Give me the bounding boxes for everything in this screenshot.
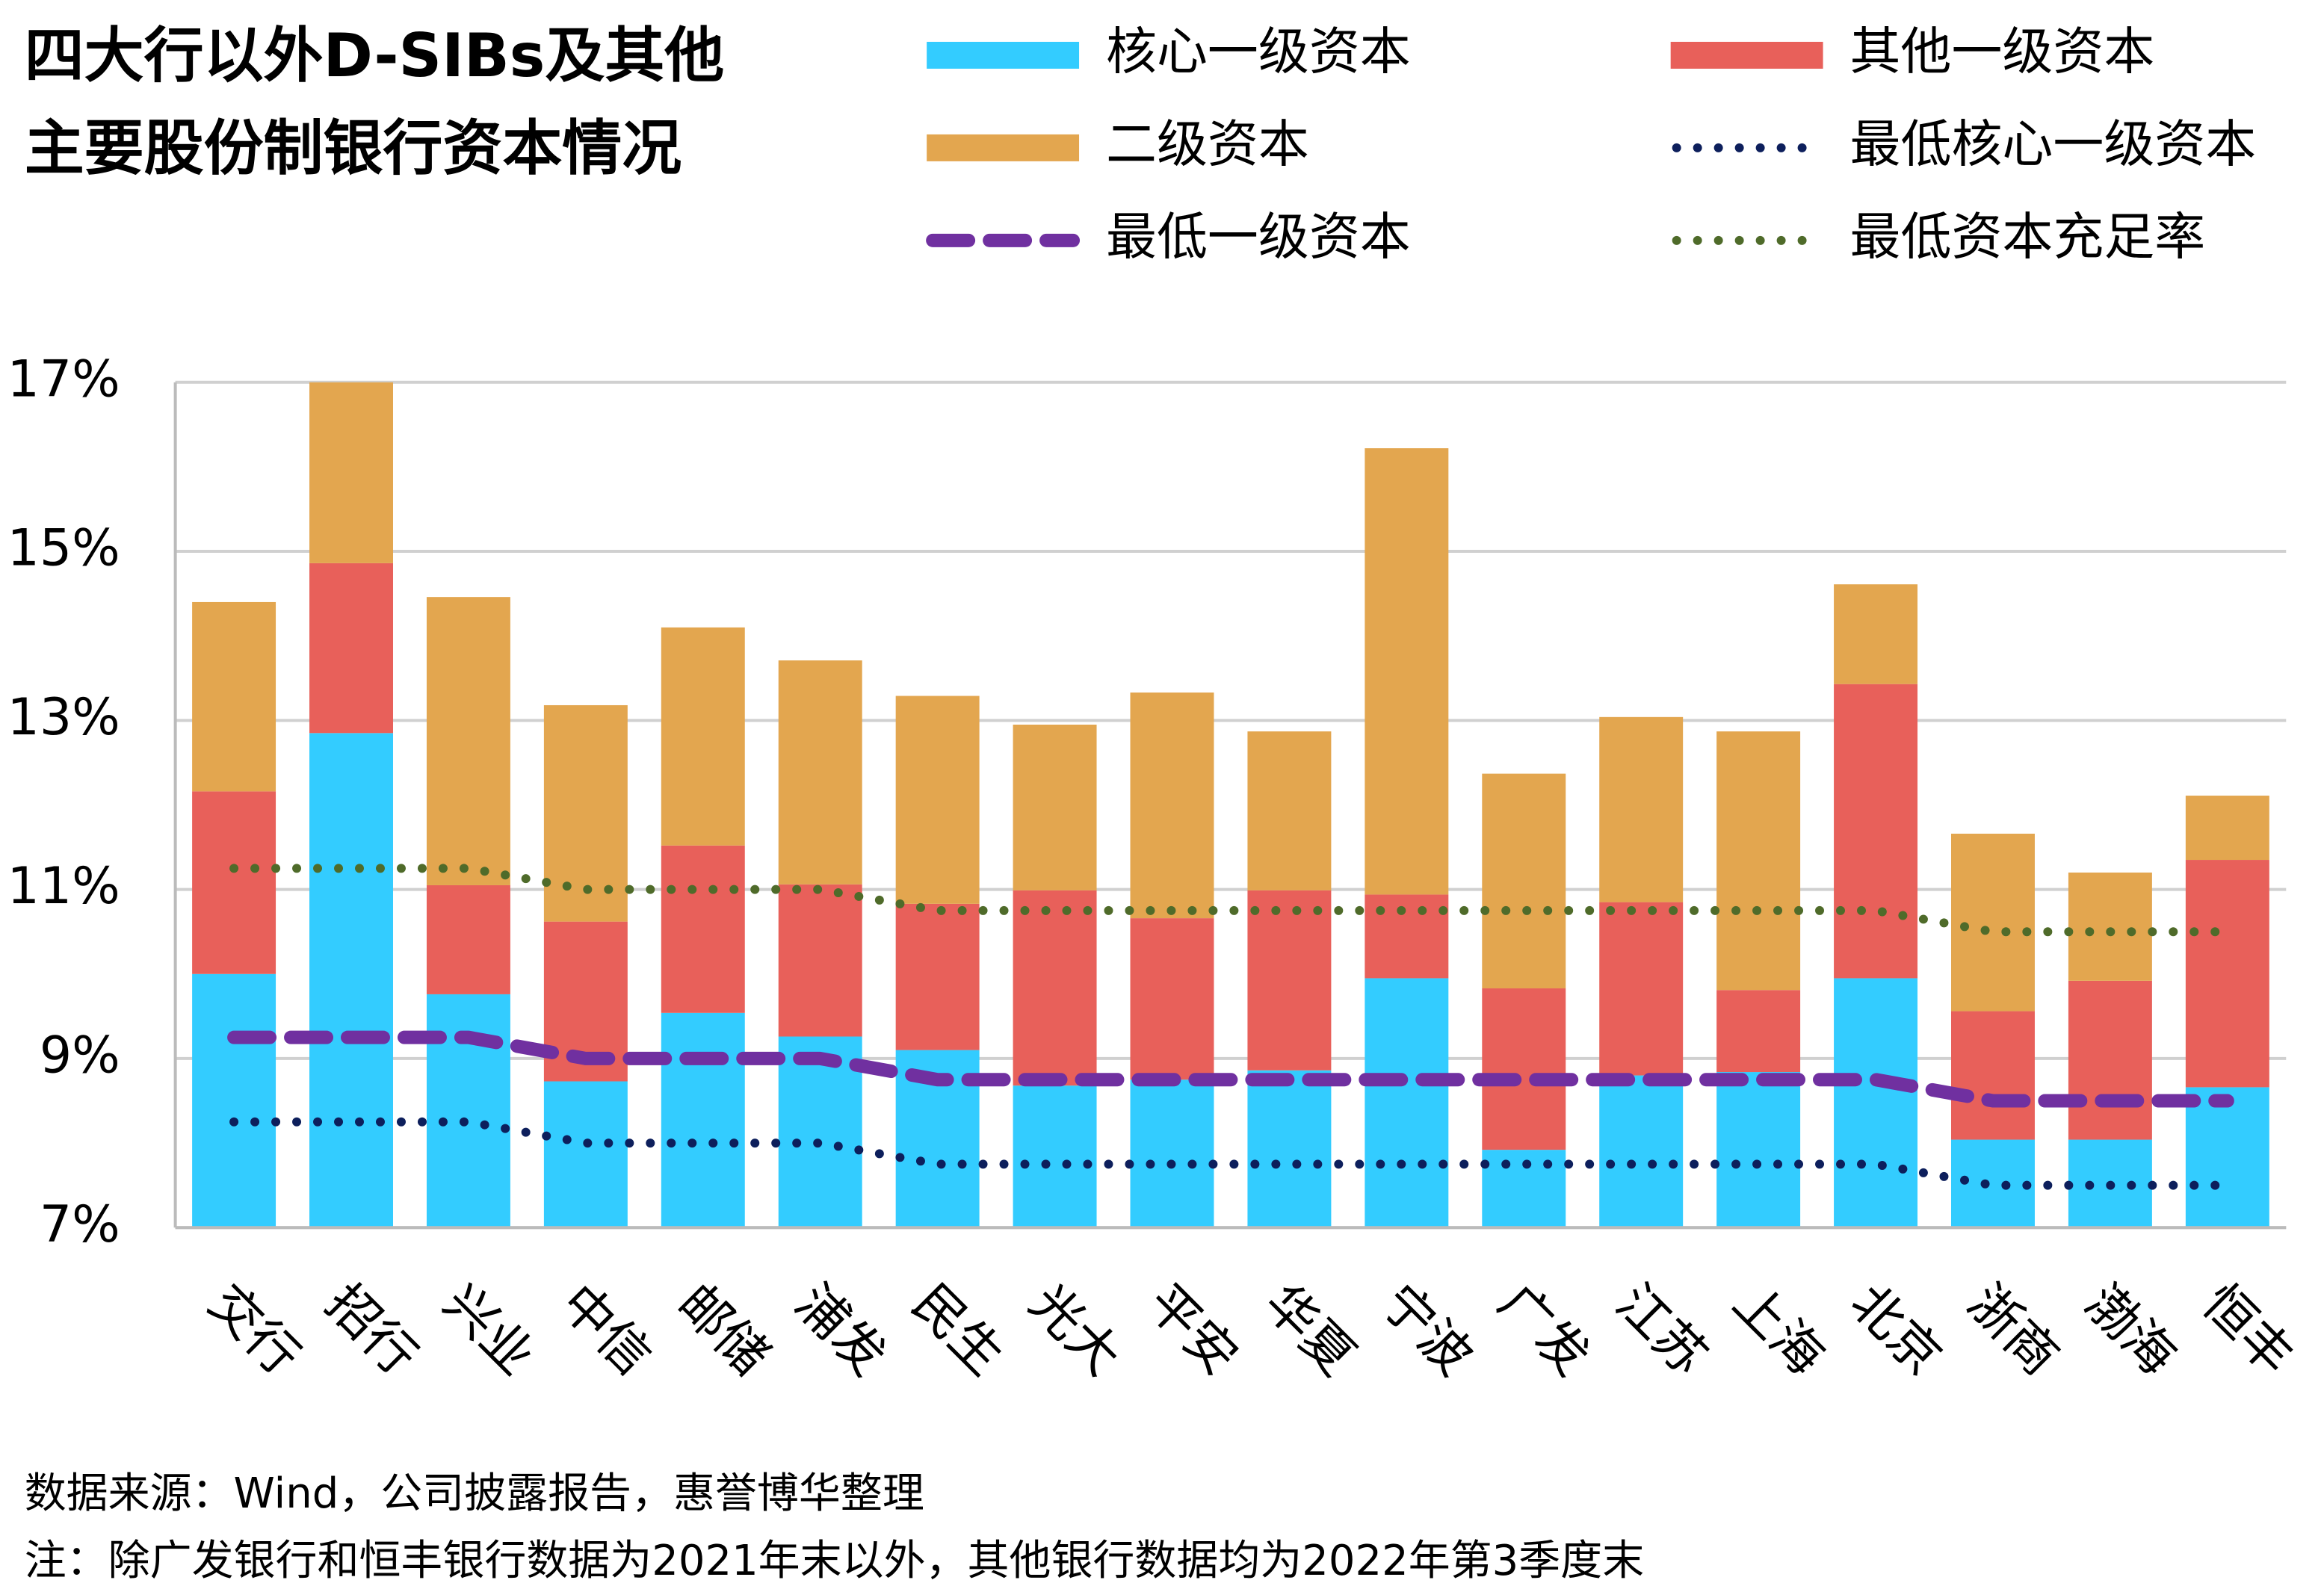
bar-segment (1482, 773, 1566, 989)
bar-segment (1716, 731, 1801, 991)
bar-segment (1247, 731, 1332, 890)
y-tick-label: 11% (7, 857, 120, 916)
x-tick-label: 宁波 (1370, 1273, 1483, 1387)
bar-segment (661, 845, 745, 1013)
bar-segment (192, 791, 276, 974)
x-tick-label: 浦发 (784, 1273, 897, 1387)
legend-label: 其他一级资本 (1850, 23, 2155, 82)
bar-segment (1013, 1085, 1097, 1228)
bar-segment (1365, 894, 1449, 979)
chart-title: 主要股份制银行资本情况 (25, 114, 682, 183)
y-tick-label: 15% (7, 519, 120, 578)
y-tick-label: 17% (7, 350, 120, 409)
x-tick-label: 交行 (197, 1273, 311, 1387)
bar-segment (1130, 693, 1214, 919)
x-tick-label: 平安 (1135, 1273, 1249, 1387)
x-tick-label: 恒丰 (2191, 1273, 2305, 1387)
x-tick-label: 广发 (1487, 1273, 1601, 1387)
bar-segment (1130, 1079, 1214, 1228)
bar-segment (895, 903, 980, 1050)
legend-swatch (927, 41, 1080, 69)
bar-segment (192, 973, 276, 1228)
bar-segment (309, 382, 393, 563)
bar-segment (1013, 890, 1097, 1086)
bar-segment (1599, 716, 1684, 902)
bar-segment (2068, 980, 2152, 1140)
x-tick-label: 浙商 (1956, 1273, 2070, 1387)
bar-segment (1130, 918, 1214, 1080)
min-line (227, 1030, 2234, 1108)
bar-segment (2068, 873, 2152, 981)
bar-segment (1365, 978, 1449, 1228)
bar-segment (1599, 1075, 1684, 1228)
x-tick-label: 光大 (1018, 1273, 1131, 1387)
bar-segment (192, 601, 276, 792)
bar-segment (1599, 902, 1684, 1076)
x-tick-label: 江苏 (1604, 1273, 1718, 1387)
bar-segment (661, 1012, 745, 1228)
legend-label: 核心一级资本 (1106, 23, 1411, 82)
bar-segment (1365, 448, 1449, 895)
bar-segment (309, 563, 393, 734)
legend-label: 二级资本 (1106, 115, 1309, 174)
legend-label: 最低资本充足率 (1850, 208, 2206, 267)
x-tick-label: 渤海 (2074, 1273, 2187, 1387)
bar-segment (426, 885, 510, 994)
bar-segment (1951, 1011, 2035, 1140)
bar-segment (895, 696, 980, 904)
legend-swatch (927, 134, 1080, 161)
source-note: 数据来源：Wind，公司披露报告，惠誉博华整理 (25, 1469, 924, 1518)
bar-segment (309, 733, 393, 1228)
bar-segment (1716, 1072, 1801, 1228)
x-tick-label: 招行 (315, 1273, 428, 1387)
legend-swatch (1670, 41, 1823, 69)
min-line (229, 864, 2232, 937)
x-tick-label: 民生 (901, 1273, 1015, 1387)
x-tick-label: 兴业 (432, 1273, 546, 1387)
bar-segment (778, 660, 862, 885)
min-line (229, 1117, 2232, 1190)
bar-segment (778, 1036, 862, 1228)
x-tick-label: 北京 (1839, 1273, 1953, 1387)
bar-segment (1013, 725, 1097, 890)
bar-segment (1482, 988, 1566, 1150)
chart-title: 四大行以外D-SIBs及其他 (25, 21, 725, 90)
bar-segment (661, 627, 745, 846)
bar-segment (1716, 990, 1801, 1073)
x-tick-label: 上海 (1722, 1273, 1835, 1387)
y-tick-label: 13% (7, 688, 120, 747)
x-tick-label: 华夏 (1252, 1273, 1366, 1387)
bar-segment (2185, 1087, 2269, 1228)
legend-label: 最低一级资本 (1106, 208, 1411, 267)
y-tick-label: 7% (40, 1195, 120, 1254)
legend-label: 最低核心一级资本 (1850, 115, 2257, 174)
bar-segment (426, 994, 510, 1228)
note: 注：除广发银行和恒丰银行数据为2021年末以外，其他银行数据均为2022年第3季… (25, 1537, 1644, 1583)
bar-segment (426, 597, 510, 885)
bar-segment (1834, 978, 1918, 1228)
bar-segment (778, 884, 862, 1037)
bar-segment (1834, 684, 1918, 979)
bar-segment (1247, 1070, 1332, 1228)
bar-segment (1834, 584, 1918, 684)
bar-segment (2185, 860, 2269, 1088)
x-tick-label: 中信 (549, 1273, 663, 1387)
y-tick-label: 9% (40, 1026, 120, 1085)
bar-segment (2185, 796, 2269, 861)
bar-segment (1247, 890, 1332, 1071)
x-tick-label: 邮储 (667, 1273, 780, 1387)
bar-segment (543, 1081, 628, 1228)
